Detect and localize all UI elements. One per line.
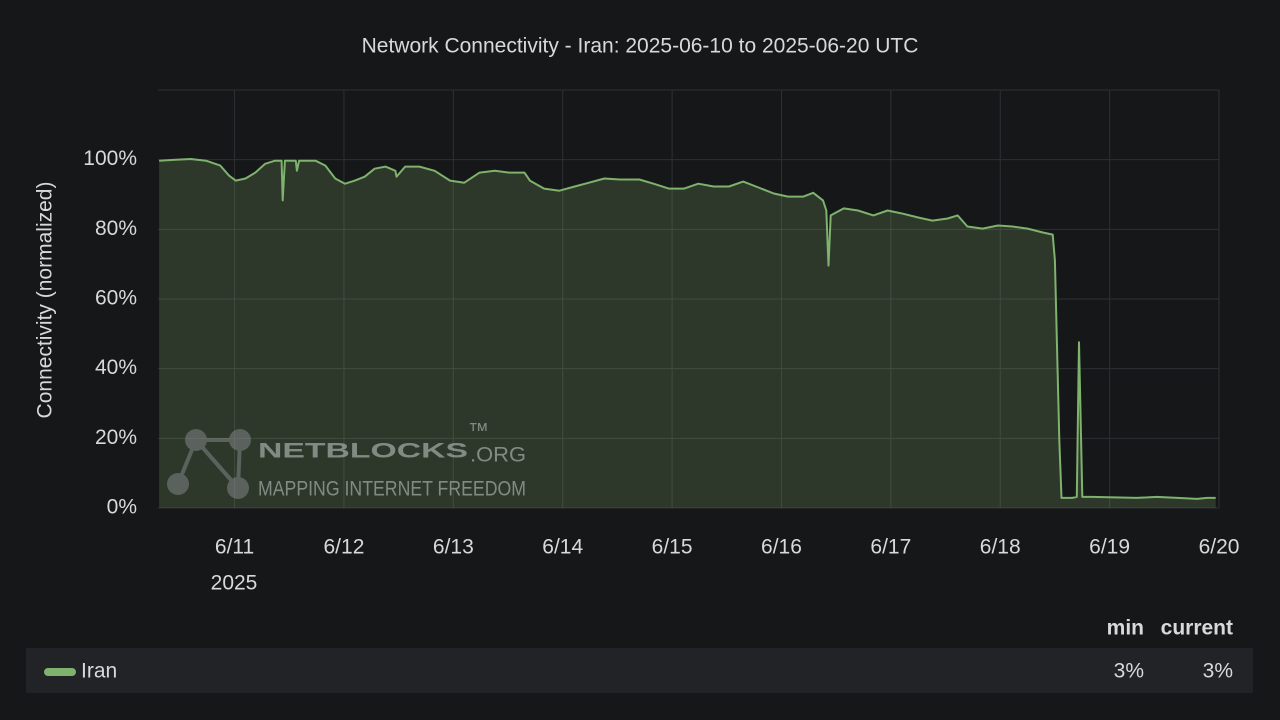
- legend-column-header: min: [1107, 617, 1144, 640]
- y-tick-label: 100%: [83, 147, 137, 170]
- legend-value: 3%: [1203, 660, 1233, 683]
- legend-label[interactable]: Iran: [81, 660, 117, 683]
- watermark-suffix: .ORG: [470, 444, 526, 467]
- x-year-label: 2025: [211, 572, 258, 595]
- x-tick-label: 6/19: [1089, 536, 1130, 559]
- grid: 0% 20% 40% 60% 80% 100% 6/11 6/12 6/13 6/14 6/15 6/…: [83, 89, 1240, 559]
- legend-column-header: current: [1161, 617, 1233, 640]
- y-tick-label: 60%: [95, 287, 137, 310]
- legend: min current Iran 3% 3%: [44, 617, 1233, 683]
- plot: [159, 158, 1216, 508]
- x-tick-label: 6/20: [1199, 536, 1240, 559]
- area: [159, 159, 1216, 508]
- y-tick-label: 20%: [95, 426, 137, 449]
- legend-value: 3%: [1114, 660, 1144, 683]
- y-axis-label: Connectivity (normalized): [34, 182, 57, 419]
- chart-title: Network Connectivity - Iran: 2025-06-10 …: [362, 35, 919, 58]
- watermark-name: NETBLOCKS: [258, 440, 468, 463]
- x-tick-label: 6/11: [215, 536, 254, 559]
- x-tick-label: 6/16: [761, 536, 802, 559]
- watermark-tagline: MAPPING INTERNET FREEDOM: [258, 478, 526, 501]
- watermark-icon-nodes: [167, 429, 251, 499]
- y-tick-label: 40%: [95, 356, 137, 379]
- x-tick-label: 6/14: [542, 536, 583, 559]
- line: [159, 158, 1216, 500]
- y-tick-label: 0%: [107, 496, 137, 519]
- x-tick-label: 6/15: [652, 536, 693, 559]
- watermark: NETBLOCKS ™ .ORG MAPPING INTERNET FREEDO…: [167, 420, 526, 501]
- watermark-tm: ™: [468, 420, 489, 443]
- x-tick-label: 6/18: [980, 536, 1021, 559]
- x-tick-label: 6/13: [433, 536, 474, 559]
- x-tick-label: 6/12: [324, 536, 365, 559]
- legend-row: [26, 648, 1253, 693]
- y-tick-label: 80%: [95, 217, 137, 240]
- x-tick-label: 6/17: [870, 536, 911, 559]
